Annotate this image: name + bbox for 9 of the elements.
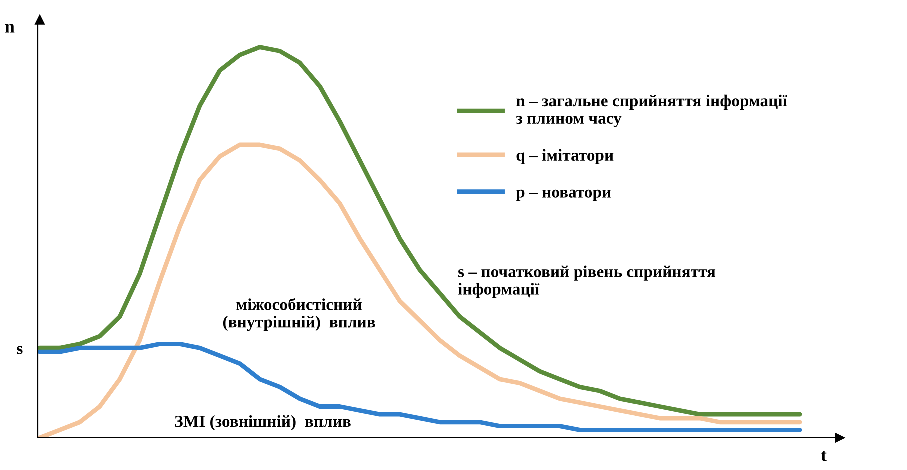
- x-axis-title: t: [821, 450, 827, 462]
- annotation: s – початковий рівень сприйняття інформації: [458, 266, 716, 298]
- annotation: ЗМІ (зовнішній) вплив: [175, 415, 351, 431]
- text: s: [17, 346, 23, 354]
- legend-label: n – загальне сприйняття інформації з плином часу: [516, 94, 788, 128]
- legend-label: q – імітатори: [516, 149, 614, 164]
- y-axis-title: n: [5, 24, 15, 33]
- legend-label: p – новатори: [516, 190, 612, 202]
- annotation: міжособистісний (внутрішній) вплив: [223, 298, 376, 332]
